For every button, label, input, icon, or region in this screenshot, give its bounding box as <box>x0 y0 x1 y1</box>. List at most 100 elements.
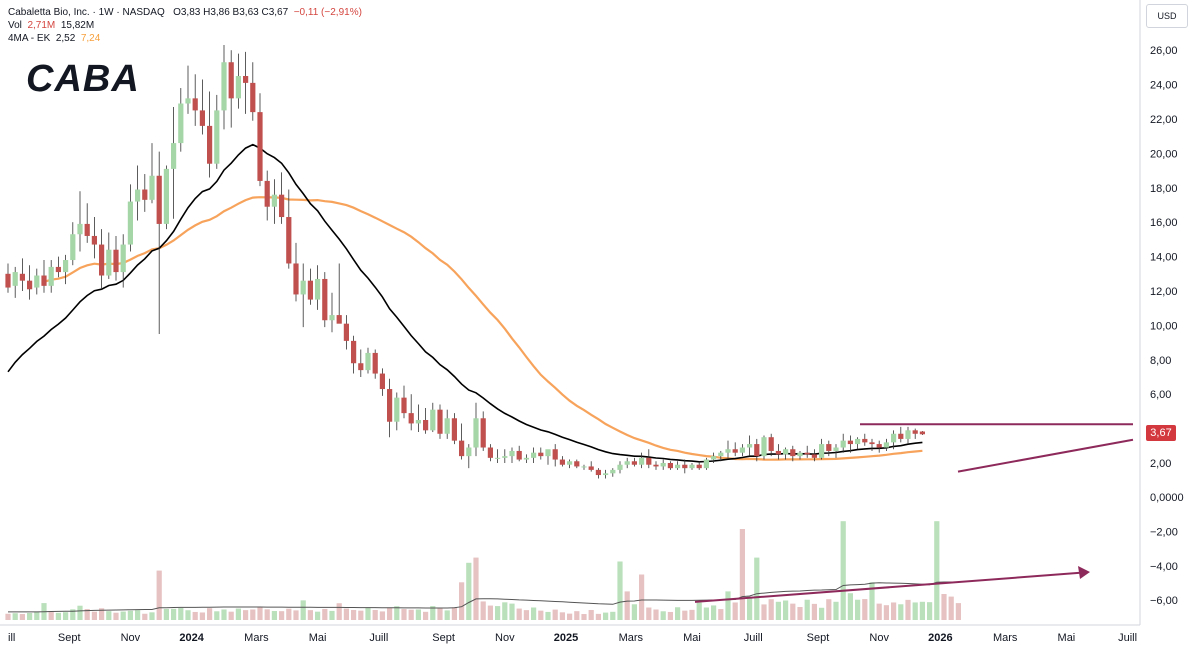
volume-bar <box>243 610 249 620</box>
candle-body <box>279 194 285 218</box>
candle-body <box>473 418 479 448</box>
volume-bar <box>495 606 501 620</box>
candle <box>552 444 558 467</box>
candle <box>595 468 601 479</box>
candle <box>199 79 205 135</box>
candle <box>487 444 493 462</box>
candle-body <box>826 444 832 451</box>
candle-body <box>307 280 313 300</box>
candle-body <box>91 235 97 245</box>
price-tick-label: 6,00 <box>1150 389 1171 401</box>
volume-bar <box>394 606 400 620</box>
ma-value-1: 2,52 <box>55 33 76 44</box>
volume-bar <box>934 521 940 620</box>
interval[interactable]: 1W <box>98 7 114 18</box>
candle-body <box>27 280 33 290</box>
volume-bar <box>747 596 753 620</box>
candle <box>891 430 897 450</box>
candle-body <box>48 266 54 286</box>
volume-bar <box>761 604 767 620</box>
candle-body <box>214 110 220 164</box>
volume-bar <box>804 599 810 620</box>
volume-bar <box>192 611 198 620</box>
price-tick-label: 18,00 <box>1150 183 1178 195</box>
legend-ma-row[interactable]: 4MA - EK 2,52 7,24 <box>8 32 362 45</box>
candle-body <box>761 437 767 457</box>
candle-body <box>588 466 594 470</box>
candle <box>264 170 270 221</box>
currency-button[interactable]: USD <box>1146 4 1188 28</box>
volume-bar <box>538 610 544 620</box>
volume-bar <box>667 611 673 620</box>
candle-body <box>883 442 889 448</box>
candle-body <box>804 452 810 455</box>
symbol-name[interactable]: Cabaletta Bio, Inc. <box>8 7 90 18</box>
volume-bar <box>675 607 681 620</box>
volume-bar <box>826 599 832 620</box>
candle-body <box>228 62 234 99</box>
volume-bar <box>487 605 493 620</box>
candle <box>502 449 508 463</box>
candle <box>653 461 659 470</box>
candle <box>732 442 738 457</box>
price-axis[interactable]: 26,00 24,00 22,00 20,00 18,00 16,00 14,00 12,00… <box>1150 45 1184 607</box>
volume-bar <box>300 600 306 620</box>
candle <box>538 447 544 460</box>
candle <box>905 426 911 445</box>
candle-body <box>869 442 875 445</box>
volume-bar <box>286 608 292 620</box>
volume-bar <box>142 613 148 620</box>
volume-bar <box>883 605 889 620</box>
volume-ma-line <box>8 581 959 613</box>
volume-bar <box>336 603 342 620</box>
candle <box>55 256 61 278</box>
candle-body <box>797 452 803 457</box>
ohlc-values: O3,83 H3,86 B3,63 C3,67 <box>173 7 289 18</box>
candle <box>459 423 465 460</box>
candle <box>171 106 177 219</box>
candle-body <box>912 430 918 434</box>
ma-slow-line <box>43 196 923 461</box>
volume-bar <box>271 611 277 620</box>
volume-bar <box>466 562 472 620</box>
candle-body <box>552 449 558 460</box>
volume-bar <box>545 611 551 620</box>
candle-body <box>833 447 839 451</box>
candle-body <box>703 459 709 469</box>
time-tick-label: Sept <box>807 632 830 644</box>
volume-trend-arrow-line <box>694 571 1083 603</box>
candle-body <box>235 76 241 99</box>
candle <box>624 457 630 469</box>
price-tick-label: 2,00 <box>1150 458 1171 470</box>
candle-body <box>192 98 198 111</box>
candle-body <box>19 273 25 281</box>
volume-bar <box>775 601 781 620</box>
candle-body <box>595 469 601 476</box>
candle-body <box>624 461 630 465</box>
candle-body <box>747 444 753 448</box>
candle-body <box>509 450 515 457</box>
candle-body <box>365 352 371 371</box>
time-tick-label: Mars <box>619 632 644 644</box>
legend-volume-row[interactable]: Vol 2,71M 15,82M <box>8 19 362 32</box>
volume-bars <box>5 521 961 620</box>
candle <box>545 449 551 465</box>
time-axis[interactable]: ill Sept Nov 2024 Mars Mai Juill Sept Nov 2025 Mar… <box>8 632 1137 644</box>
volume-bar <box>171 608 177 620</box>
candle-body <box>437 409 443 434</box>
volume-bar <box>12 613 18 620</box>
volume-bar <box>523 610 529 620</box>
volume-bar <box>941 594 947 620</box>
candle-body <box>199 110 205 126</box>
candle <box>473 402 479 457</box>
candle-body <box>617 464 623 470</box>
volume-bar <box>819 607 825 620</box>
candle <box>703 457 709 470</box>
candles <box>5 45 925 479</box>
candle <box>235 53 241 109</box>
time-tick-label: Mai <box>309 632 327 644</box>
candle-body <box>401 397 407 414</box>
volume-bar <box>855 599 861 620</box>
